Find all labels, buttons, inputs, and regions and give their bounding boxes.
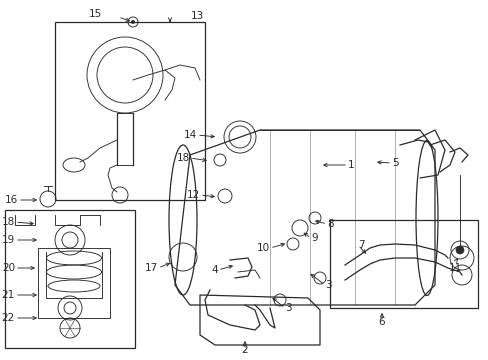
Text: 10: 10 (256, 243, 269, 253)
Text: 11: 11 (447, 263, 461, 273)
Circle shape (455, 246, 463, 254)
Text: 15: 15 (88, 9, 102, 19)
Text: 3: 3 (325, 280, 331, 290)
Text: 22: 22 (2, 313, 15, 323)
Text: 6: 6 (378, 317, 385, 327)
Text: 5: 5 (391, 158, 398, 168)
Text: 4: 4 (211, 265, 218, 275)
Text: 3: 3 (285, 303, 291, 313)
Text: 20: 20 (2, 263, 15, 273)
Text: 16: 16 (5, 195, 18, 205)
Text: 1: 1 (347, 160, 354, 170)
Bar (38, 248, 110, 318)
Text: 2: 2 (241, 345, 248, 355)
Text: 8: 8 (326, 219, 333, 229)
Bar (5, 210, 135, 348)
Bar (55, 22, 204, 200)
Text: 9: 9 (310, 233, 317, 243)
Text: 18: 18 (176, 153, 190, 163)
Text: 19: 19 (2, 235, 15, 245)
Text: 17: 17 (144, 263, 158, 273)
Text: 13: 13 (190, 11, 203, 21)
Text: 7: 7 (357, 240, 364, 250)
Text: 14: 14 (183, 130, 197, 140)
Circle shape (131, 20, 135, 24)
Text: 21: 21 (2, 290, 15, 300)
Text: 12: 12 (186, 190, 200, 200)
Bar (329, 220, 477, 308)
Text: 18: 18 (2, 217, 15, 227)
